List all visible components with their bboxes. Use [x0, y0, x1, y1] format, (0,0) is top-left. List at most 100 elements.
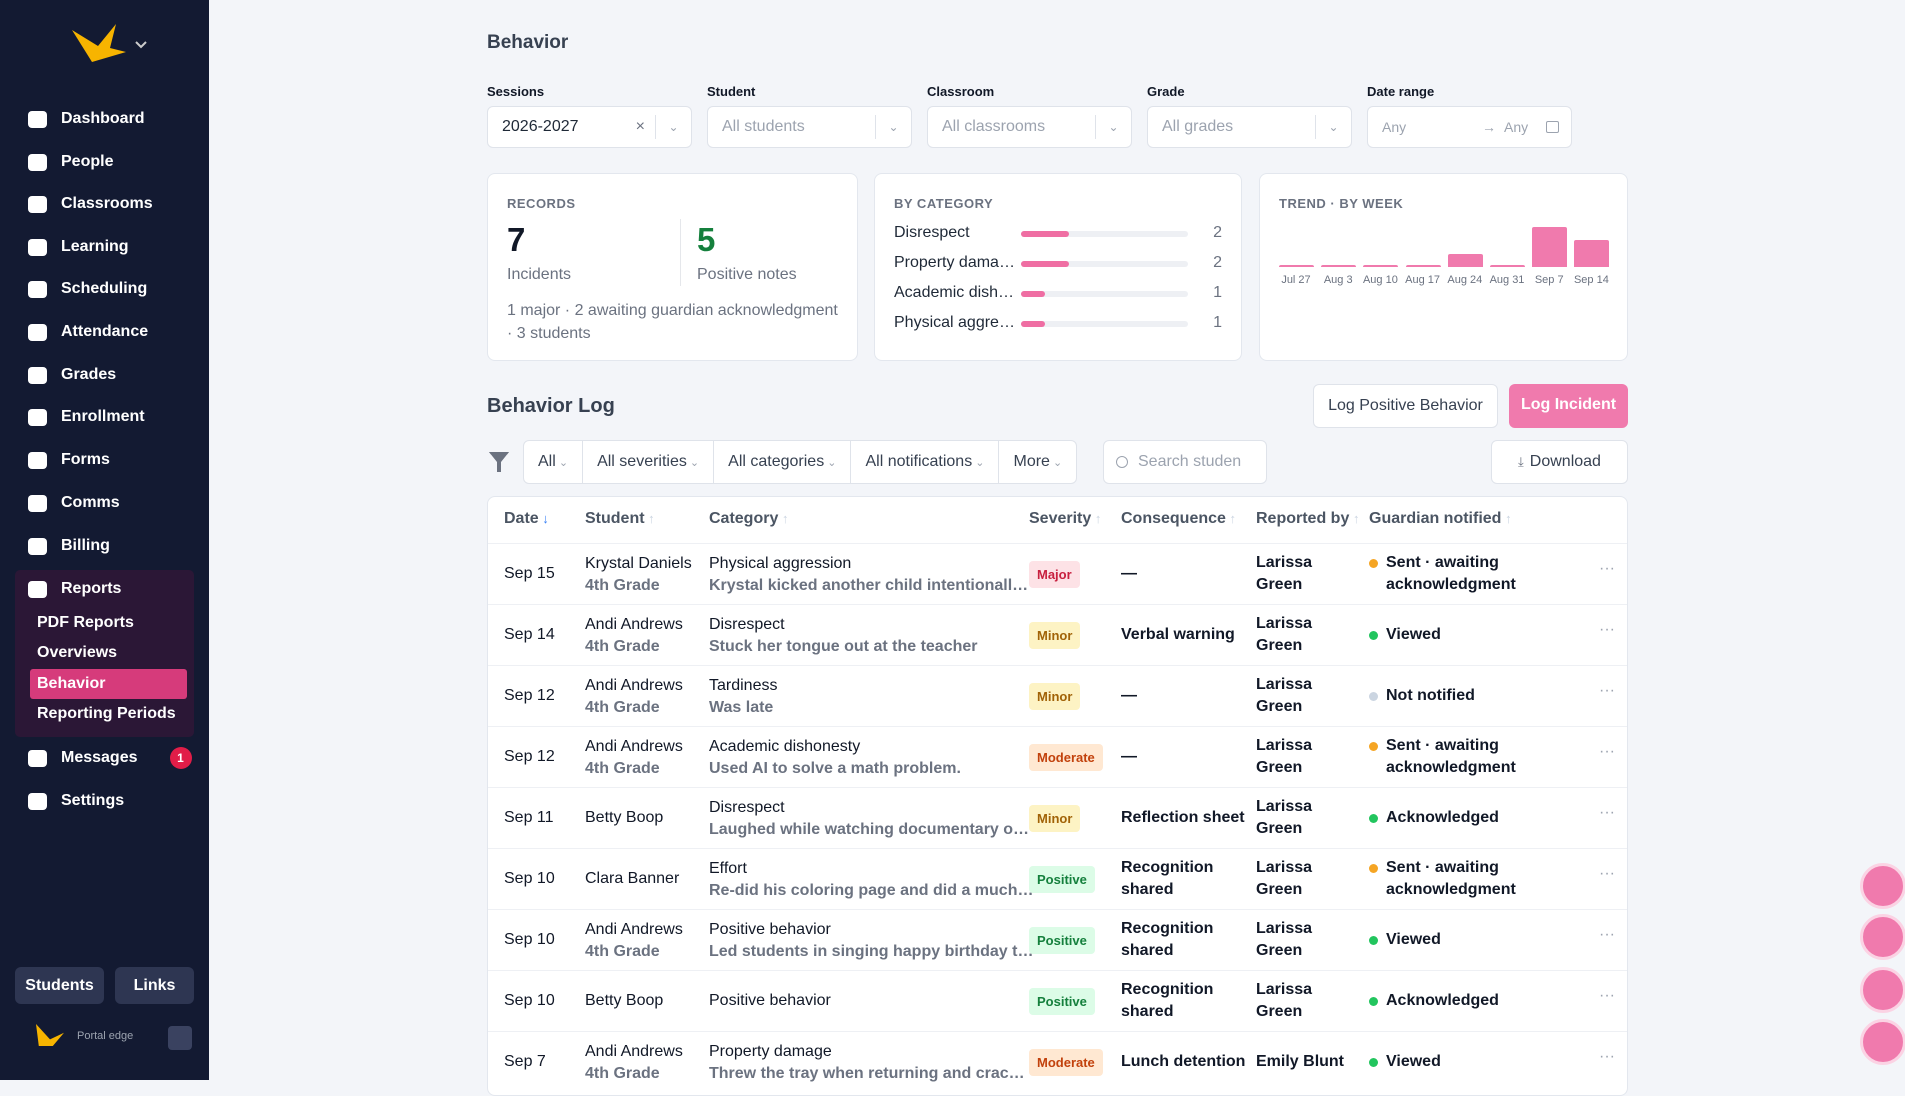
reporter: Larissa Green: [1256, 615, 1313, 654]
consequence: —: [1121, 687, 1137, 704]
nav-item[interactable]: Scheduling: [28, 274, 147, 304]
date: Sep 15: [504, 565, 555, 582]
trend-bar: [1405, 265, 1441, 267]
log-filter[interactable]: All notifications: [851, 441, 1000, 483]
row-menu[interactable]: ···: [1599, 865, 1615, 882]
consequence: Verbal warning: [1121, 626, 1235, 643]
nav-item[interactable]: Forms: [28, 445, 110, 475]
filter-input[interactable]: 2026-2027 × ⌄: [487, 106, 692, 148]
log-positive-button[interactable]: Log Positive Behavior: [1313, 384, 1498, 428]
severity-badge: Positive: [1029, 927, 1095, 954]
nav-icon: [28, 195, 47, 213]
x-tick-label: Aug 3: [1323, 274, 1353, 286]
card-title: TREND · BY WEEK: [1279, 196, 1404, 211]
severity-badge: Moderate: [1029, 744, 1103, 771]
search-input[interactable]: Search studen: [1103, 440, 1267, 484]
chevron: ⌄: [1095, 115, 1131, 139]
nav-item[interactable]: Learning: [28, 232, 129, 262]
nav-item[interactable]: Enrollment: [28, 402, 145, 432]
student: Betty Boop: [585, 992, 664, 1009]
nav-icon: [28, 280, 47, 298]
category-name: Academic dish…: [894, 284, 1015, 301]
sub-nav-item[interactable]: Overviews: [37, 644, 118, 661]
table-row: Sep 7 Andi Andrews 4th Grade Property damag…: [488, 1031, 1627, 1092]
clear-icon[interactable]: ×: [635, 118, 645, 135]
links-button[interactable]: Links: [115, 967, 194, 1004]
nav-label: Enrollment: [61, 408, 145, 425]
row-menu[interactable]: ···: [1599, 926, 1615, 943]
nav-item[interactable]: People: [28, 147, 113, 177]
nav-item[interactable]: Attendance: [28, 317, 148, 347]
column-header[interactable]: Reported by: [1256, 510, 1359, 528]
consequence: —: [1121, 748, 1137, 765]
sub-nav-item[interactable]: Behavior: [30, 669, 187, 699]
download-button[interactable]: ⤓ Download: [1491, 440, 1628, 484]
row-menu[interactable]: ···: [1599, 560, 1615, 577]
download-label: Download: [1529, 453, 1601, 470]
x-tick-label: Aug 10: [1362, 274, 1398, 286]
category: Effort: [709, 860, 747, 877]
note: Threw the tray when returning and crac…: [709, 1065, 1025, 1082]
nav-icon: [28, 238, 47, 256]
nav-item[interactable]: Dashboard: [28, 104, 145, 134]
column-header[interactable]: Date: [504, 510, 549, 528]
positive-label: Positive notes: [697, 266, 797, 283]
consequence: Recognition shared: [1121, 859, 1214, 898]
incidents-label: Incidents: [507, 266, 572, 283]
date: Sep 11: [504, 809, 554, 826]
column-header[interactable]: Student: [585, 510, 655, 528]
log-filter[interactable]: More: [999, 441, 1076, 483]
nav-item[interactable]: Messages 1: [28, 743, 192, 773]
row-menu[interactable]: ···: [1599, 621, 1615, 638]
nav-item[interactable]: Settings: [28, 786, 124, 816]
column-header[interactable]: Guardian notified: [1369, 510, 1512, 528]
records-card: RECORDS 7 Incidents 5 Positive notes 1 major …: [487, 173, 858, 361]
row-menu[interactable]: ···: [1599, 987, 1615, 1004]
floating-button[interactable]: [1860, 914, 1905, 960]
row-menu[interactable]: ···: [1599, 804, 1615, 821]
floating-button[interactable]: [1860, 863, 1905, 909]
column-header[interactable]: Consequence: [1121, 510, 1236, 528]
log-filter[interactable]: All: [524, 441, 584, 483]
x-tick-label: Aug 24: [1447, 274, 1483, 286]
status-dot: [1369, 814, 1378, 823]
column-header[interactable]: Category: [709, 510, 788, 528]
floating-button[interactable]: [1860, 1019, 1905, 1065]
log-filter[interactable]: All categories: [714, 441, 852, 483]
nav-item[interactable]: Comms: [28, 488, 120, 518]
nav-label: Classrooms: [61, 195, 153, 212]
severity-badge: Positive: [1029, 988, 1095, 1015]
guardian-status: Not notified: [1386, 687, 1475, 704]
floating-button[interactable]: [1860, 967, 1905, 1013]
filter-input[interactable]: All students ⌄: [707, 106, 912, 148]
ai-button[interactable]: [168, 1026, 192, 1050]
date: Sep 10: [504, 992, 555, 1009]
reporter: Larissa Green: [1256, 920, 1313, 959]
log-filter[interactable]: All severities: [583, 441, 715, 483]
grade: 4th Grade: [585, 1065, 660, 1082]
reporter: Emily Blunt: [1256, 1053, 1345, 1070]
nav-item[interactable]: Billing: [28, 531, 110, 561]
nav-item[interactable]: Grades: [28, 360, 116, 390]
nav-item[interactable]: Reports: [28, 574, 121, 604]
row-menu[interactable]: ···: [1599, 743, 1615, 760]
log-incident-button[interactable]: Log Incident: [1509, 384, 1628, 428]
sub-nav-item[interactable]: PDF Reports: [37, 614, 134, 631]
row-menu[interactable]: ···: [1599, 1048, 1615, 1065]
date: Sep 10: [504, 870, 555, 887]
note: Stuck her tongue out at the teacher: [709, 638, 978, 655]
filter-input[interactable]: Any → Any: [1367, 106, 1572, 148]
category: Property damage: [709, 1043, 832, 1060]
date-from: Any: [1382, 119, 1407, 135]
filter-input[interactable]: All classrooms ⌄: [927, 106, 1132, 148]
x-tick-label: Sep 14: [1573, 274, 1609, 286]
reporter: Larissa Green: [1256, 554, 1313, 593]
filter-label: Grade: [1147, 84, 1185, 99]
row-menu[interactable]: ···: [1599, 682, 1615, 699]
students-button[interactable]: Students: [15, 967, 104, 1004]
nav-item[interactable]: Classrooms: [28, 189, 153, 219]
sub-nav-item[interactable]: Reporting Periods: [37, 705, 176, 722]
filter-input[interactable]: All grades ⌄: [1147, 106, 1352, 148]
category: Physical aggression: [709, 555, 852, 572]
column-header[interactable]: Severity: [1029, 510, 1101, 528]
